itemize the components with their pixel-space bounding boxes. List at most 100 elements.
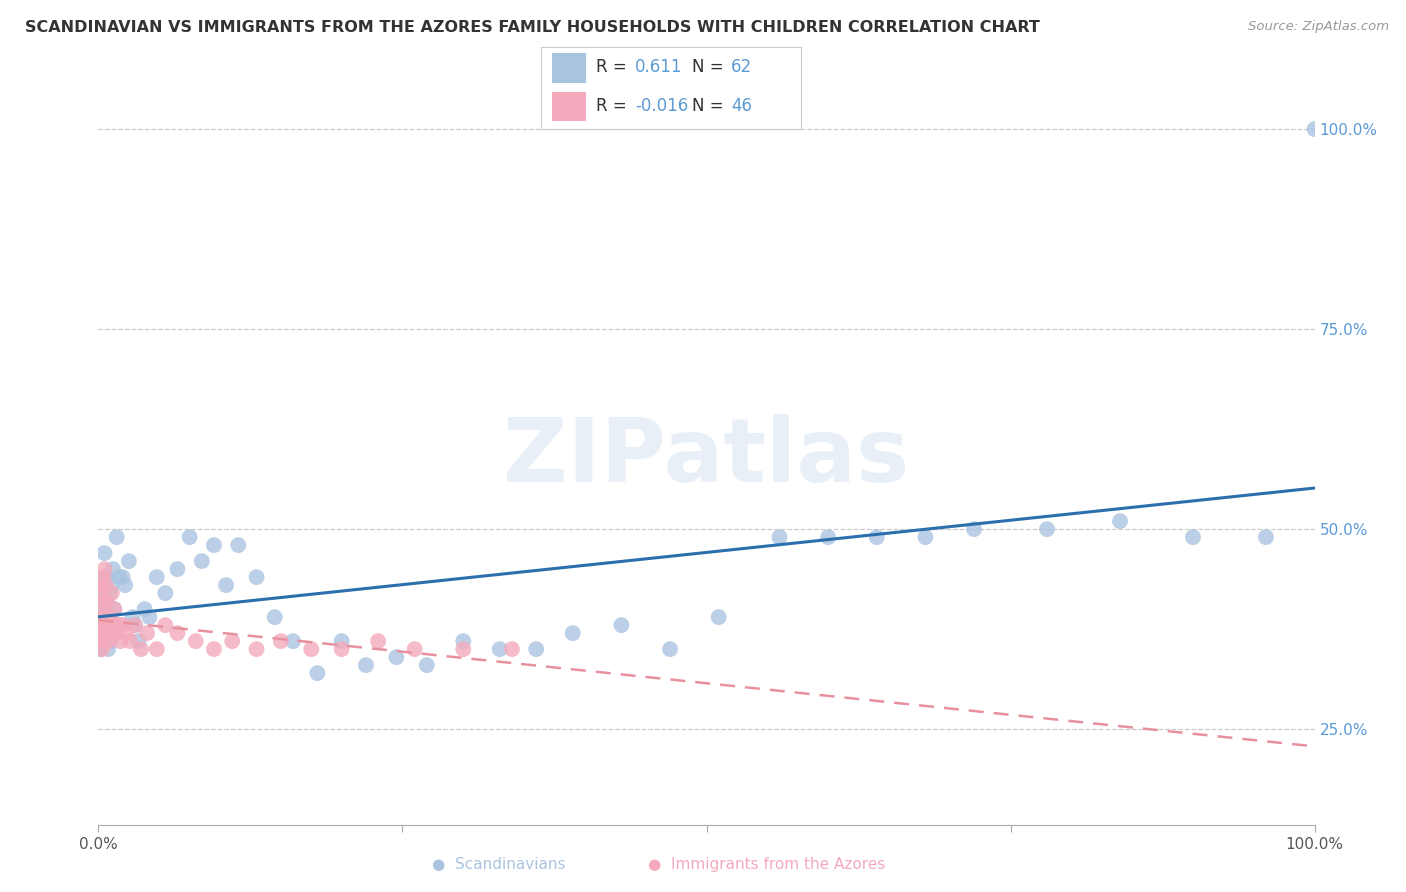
Point (101, 618, 124, 632)
Point (354, 658, 377, 673)
Point (111, 570, 134, 584)
Point (330, 634, 353, 648)
Point (97, 634, 120, 648)
Point (96, 626, 118, 640)
Point (128, 634, 150, 648)
Point (91, 586, 114, 600)
Point (134, 602, 156, 616)
Point (385, 650, 408, 665)
Text: ●  Immigrants from the Azores: ● Immigrants from the Azores (648, 857, 884, 872)
Point (1254, 530, 1277, 544)
Point (263, 610, 285, 624)
Point (93, 562, 115, 576)
Point (1182, 530, 1205, 544)
Text: SCANDINAVIAN VS IMMIGRANTS FROM THE AZORES FAMILY HOUSEHOLDS WITH CHILDREN CORRE: SCANDINAVIAN VS IMMIGRANTS FROM THE AZOR… (25, 20, 1040, 35)
Point (93, 634, 115, 648)
Point (90, 578, 112, 592)
Point (91, 626, 114, 640)
Point (91, 610, 114, 624)
Point (1109, 514, 1132, 528)
Point (226, 538, 249, 552)
Point (110, 634, 132, 648)
Point (501, 642, 523, 657)
Point (91, 642, 114, 657)
Point (488, 642, 510, 657)
Point (155, 618, 177, 632)
Point (101, 578, 124, 592)
Point (114, 578, 136, 592)
Point (98, 610, 121, 624)
Point (707, 610, 730, 624)
Point (100, 626, 122, 640)
Point (136, 626, 159, 640)
Point (221, 634, 243, 648)
Point (146, 642, 169, 657)
Point (453, 634, 475, 648)
Point (94, 610, 117, 624)
Point (524, 642, 547, 657)
Point (963, 522, 986, 536)
Bar (551, 53, 585, 83)
Point (179, 530, 201, 544)
Point (453, 642, 475, 657)
Point (155, 586, 177, 600)
Point (124, 618, 146, 632)
Point (101, 562, 124, 576)
Text: 62: 62 (731, 58, 752, 77)
Point (191, 554, 214, 568)
Point (89, 634, 111, 648)
Point (121, 610, 143, 624)
Point (124, 618, 146, 632)
Text: Source: ZipAtlas.com: Source: ZipAtlas.com (1249, 20, 1389, 33)
Bar (551, 92, 585, 121)
Text: 0.611: 0.611 (636, 58, 682, 77)
Point (89, 642, 111, 657)
Point (561, 626, 583, 640)
Point (281, 634, 304, 648)
Point (94, 618, 117, 632)
Point (90, 602, 112, 616)
Point (104, 618, 127, 632)
Point (245, 570, 267, 584)
Point (138, 610, 160, 624)
Text: N =: N = (692, 58, 724, 77)
Point (817, 530, 839, 544)
Point (367, 634, 389, 648)
Point (104, 626, 127, 640)
Point (94, 578, 117, 592)
Point (111, 618, 134, 632)
Point (202, 642, 225, 657)
Point (93, 546, 115, 560)
Point (129, 642, 152, 657)
Point (103, 602, 125, 616)
Point (90, 618, 112, 632)
Point (98, 586, 121, 600)
Point (103, 602, 125, 616)
Point (166, 626, 188, 640)
Point (89, 586, 111, 600)
Text: R =: R = (596, 58, 627, 77)
Point (100, 610, 122, 624)
Point (245, 642, 267, 657)
Text: N =: N = (692, 97, 724, 115)
Point (416, 658, 439, 673)
Point (96, 594, 118, 608)
Point (91, 570, 114, 584)
Point (914, 530, 936, 544)
Text: 46: 46 (731, 97, 752, 115)
Point (97, 618, 120, 632)
Point (93, 634, 115, 648)
Point (768, 530, 790, 544)
Point (404, 642, 426, 657)
Text: R =: R = (596, 97, 627, 115)
Point (118, 634, 141, 648)
Point (215, 578, 238, 592)
Point (108, 570, 131, 584)
Point (110, 618, 132, 632)
Point (105, 530, 128, 544)
Point (610, 618, 633, 632)
Text: ZIPatlas: ZIPatlas (503, 414, 910, 500)
Point (166, 562, 188, 576)
Point (107, 618, 129, 632)
Point (184, 634, 207, 648)
